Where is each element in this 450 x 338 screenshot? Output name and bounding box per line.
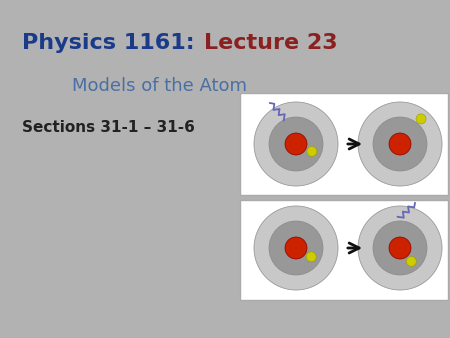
Circle shape: [373, 117, 427, 171]
Circle shape: [416, 114, 426, 124]
Circle shape: [306, 252, 316, 262]
Circle shape: [389, 133, 411, 155]
Circle shape: [389, 237, 411, 259]
Circle shape: [373, 221, 427, 275]
Bar: [240, 200, 448, 300]
Circle shape: [254, 206, 338, 290]
Circle shape: [406, 257, 416, 266]
Circle shape: [358, 102, 442, 186]
Text: Physics 1161:: Physics 1161:: [22, 33, 210, 53]
Circle shape: [269, 117, 323, 171]
Text: Lecture 23: Lecture 23: [204, 33, 338, 53]
Text: Models of the Atom: Models of the Atom: [72, 77, 248, 95]
Circle shape: [307, 146, 317, 156]
Circle shape: [285, 133, 307, 155]
Circle shape: [285, 237, 307, 259]
Text: Sections 31-1 – 31-6: Sections 31-1 – 31-6: [22, 121, 195, 136]
Circle shape: [254, 102, 338, 186]
Bar: [240, 93, 448, 195]
Circle shape: [358, 206, 442, 290]
Circle shape: [269, 221, 323, 275]
